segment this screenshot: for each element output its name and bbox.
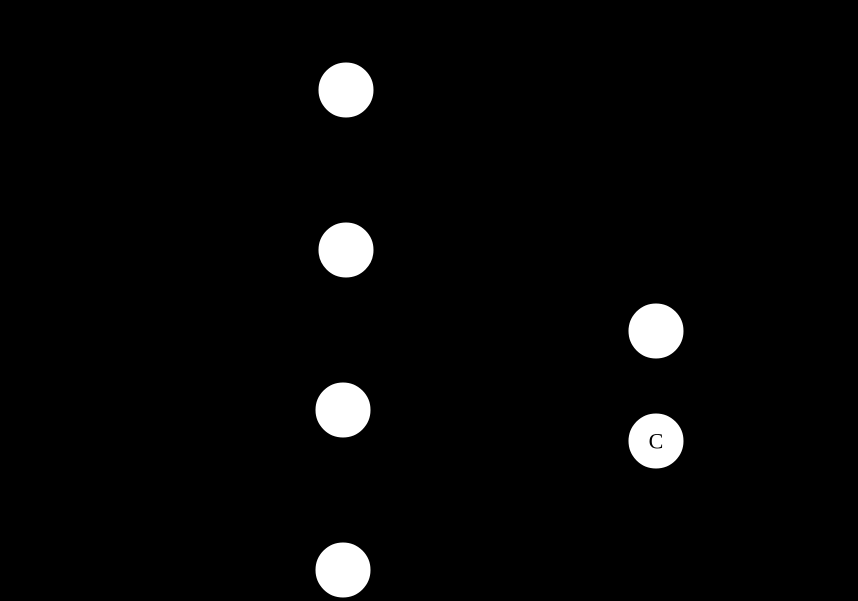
node-circle	[628, 303, 684, 359]
node-n5	[628, 303, 684, 359]
diagram-background	[0, 0, 858, 601]
node-n2	[318, 222, 374, 278]
node-circle	[318, 62, 374, 118]
node-n4	[315, 542, 371, 598]
node-label: C	[649, 429, 664, 454]
node-n3	[315, 382, 371, 438]
node-circle	[318, 222, 374, 278]
node-diagram: C	[0, 0, 858, 601]
node-circle	[315, 542, 371, 598]
node-n6: C	[628, 413, 684, 469]
node-circle	[315, 382, 371, 438]
node-n1	[318, 62, 374, 118]
